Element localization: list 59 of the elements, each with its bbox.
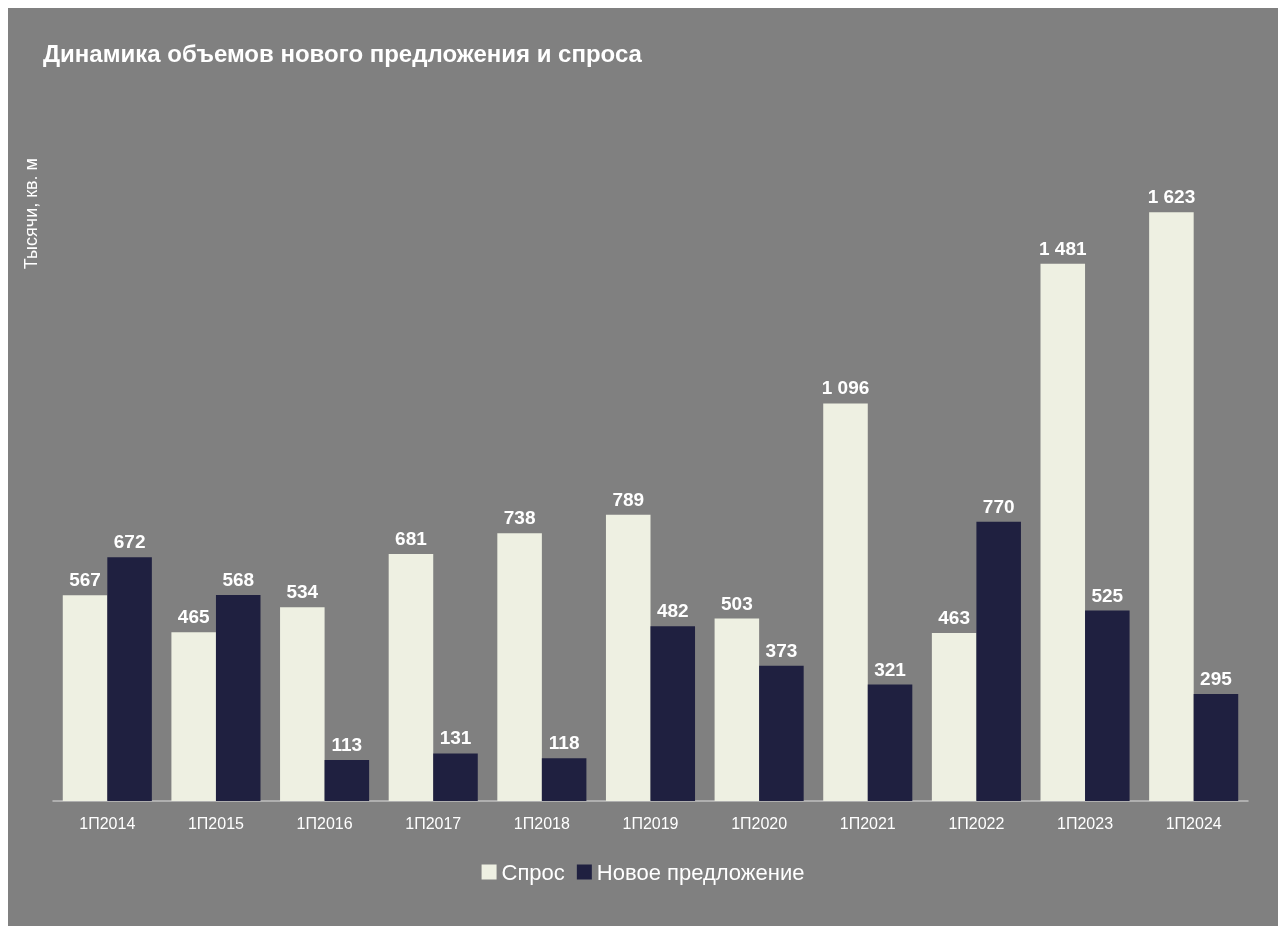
bar [541,758,587,801]
x-tick-label: 1П2019 [622,814,679,832]
bar [1193,693,1239,801]
x-tick-label: 1П2024 [1165,814,1222,832]
x-tick-label: 1П2020 [731,814,788,832]
data-label: 465 [177,606,210,628]
data-label: 525 [1091,584,1124,606]
bar [62,595,108,801]
x-tick-label: 1П2021 [839,814,896,832]
bar [823,403,868,801]
bar [1085,610,1130,801]
bar [280,607,325,801]
data-label: 568 [222,568,255,590]
legend-label: Новое предложение [596,859,805,885]
bar [497,533,542,801]
bar [759,665,804,801]
data-label: 681 [395,527,428,549]
bar [1040,263,1086,801]
bar [215,594,261,801]
x-tick-label: 1П2014 [79,814,136,832]
bar [976,521,1021,801]
data-label: 482 [656,600,689,622]
data-label: 503 [721,592,753,614]
x-tick-label: 1П2022 [948,814,1005,832]
x-tick-label: 1П2016 [296,814,353,832]
bar [867,684,913,801]
data-label: 567 [69,569,101,591]
data-label: 131 [439,727,472,749]
bar [388,553,434,801]
data-label: 1 096 [821,377,870,399]
x-tick-label: 1П2018 [513,814,570,832]
data-label: 321 [874,658,907,680]
bar [107,557,152,801]
bar [324,760,370,801]
x-tick-label: 1П2017 [405,814,462,832]
bar [931,633,977,801]
data-label: 118 [548,732,580,754]
data-label: 770 [982,495,1015,517]
bar [605,514,651,801]
bar [1149,212,1194,801]
data-label: 672 [113,531,146,553]
data-label: 295 [1200,667,1233,689]
y-axis-title: Тысячи, кв. м [21,158,41,270]
bar [714,618,760,801]
data-label: 534 [286,581,319,603]
x-tick-label: 1П2023 [1057,814,1114,832]
x-tick-label: 1П2015 [187,814,245,832]
data-label: 373 [765,639,798,661]
data-label: 738 [503,507,536,529]
data-label: 463 [938,607,970,629]
bar [171,632,216,801]
legend-label: Спрос [501,859,565,885]
chart-title: Динамика объемов нового предложения и спроса [43,39,643,67]
bar [433,753,478,801]
data-label: 789 [612,488,645,510]
data-label: 1 481 [1039,237,1087,259]
bar [650,626,696,801]
data-label: 113 [331,734,363,756]
data-label: 1 623 [1147,186,1196,208]
